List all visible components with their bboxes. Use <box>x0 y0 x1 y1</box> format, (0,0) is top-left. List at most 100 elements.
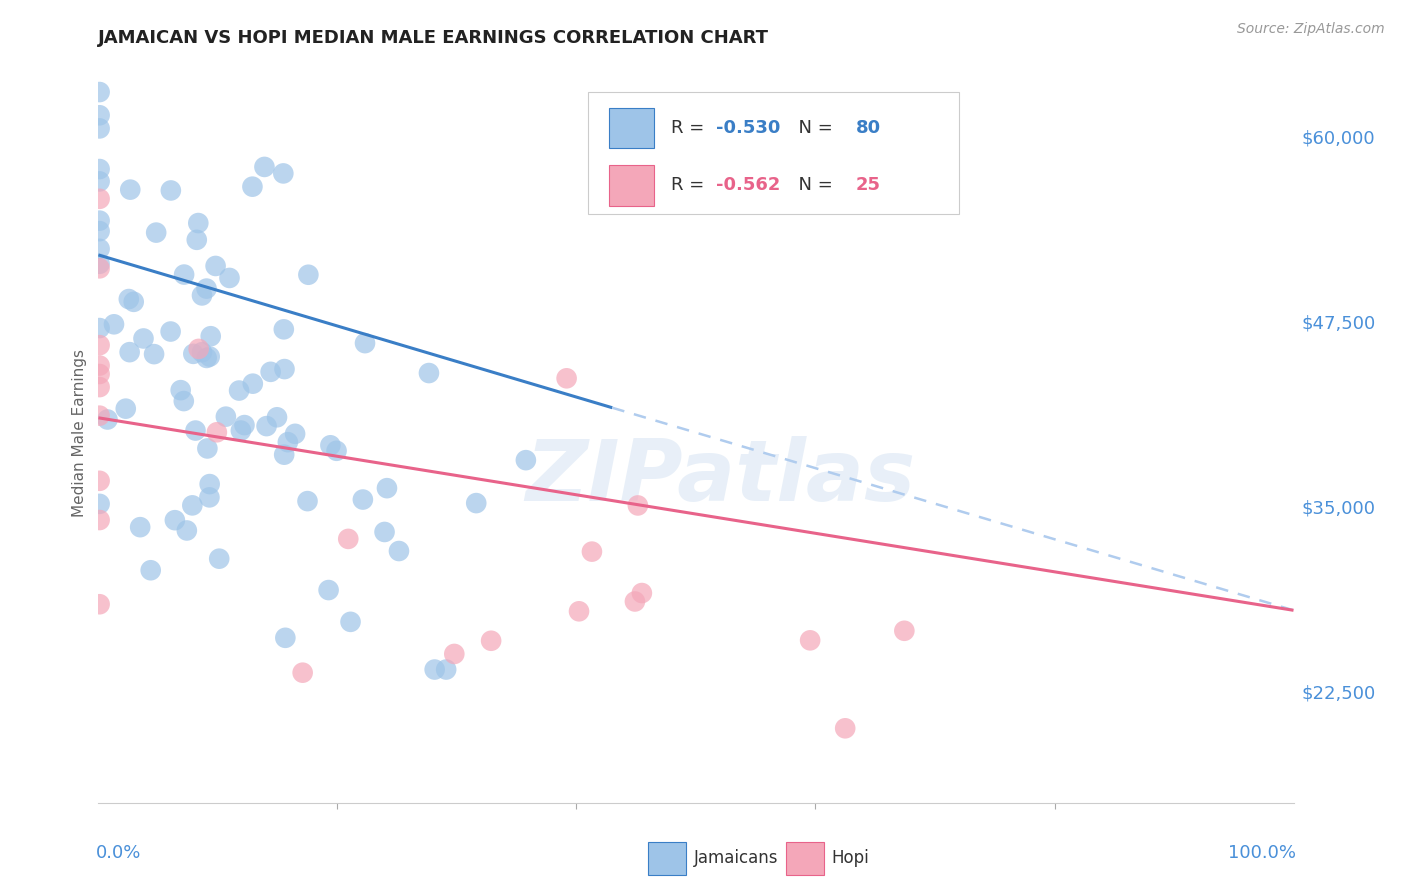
Point <box>184 424 207 438</box>
Point <box>186 233 208 247</box>
Point <box>159 325 181 339</box>
Point <box>89 192 111 206</box>
Point <box>103 318 125 332</box>
Point <box>89 242 111 256</box>
Point <box>627 499 650 513</box>
Point <box>176 524 198 538</box>
Point <box>89 513 111 527</box>
Point <box>834 721 856 735</box>
Point <box>284 426 307 441</box>
Point <box>229 424 252 438</box>
Point <box>253 160 276 174</box>
Point <box>89 321 111 335</box>
Text: Source: ZipAtlas.com: Source: ZipAtlas.com <box>1237 22 1385 37</box>
Point <box>198 350 221 364</box>
Point <box>198 491 221 505</box>
Point <box>89 261 111 276</box>
Point <box>297 494 319 508</box>
Point <box>291 665 314 680</box>
Point <box>89 474 111 488</box>
Point <box>418 366 440 380</box>
Point <box>465 496 488 510</box>
Point <box>160 184 183 198</box>
Text: N =: N = <box>787 119 838 136</box>
Point <box>163 513 186 527</box>
Point <box>183 347 205 361</box>
Point <box>120 183 142 197</box>
Point <box>259 365 281 379</box>
Point <box>215 409 238 424</box>
Point <box>423 663 446 677</box>
Point <box>170 383 193 397</box>
Point <box>89 108 111 122</box>
Point <box>89 162 111 177</box>
Point <box>218 271 240 285</box>
Point <box>273 322 295 336</box>
Point <box>374 524 396 539</box>
Text: ZIPatlas: ZIPatlas <box>524 435 915 518</box>
Point <box>191 345 214 359</box>
Point <box>297 268 319 282</box>
Point <box>129 520 152 534</box>
Bar <box>648 842 686 875</box>
Y-axis label: Median Male Earnings: Median Male Earnings <box>72 349 87 516</box>
Text: R =: R = <box>671 177 710 194</box>
Point <box>354 336 377 351</box>
Point <box>89 338 111 352</box>
Point <box>515 453 537 467</box>
Text: 0.0%: 0.0% <box>96 844 142 862</box>
Point <box>195 442 218 456</box>
Point <box>145 226 167 240</box>
Point <box>96 412 118 426</box>
Point <box>893 624 915 638</box>
FancyBboxPatch shape <box>589 92 959 214</box>
Point <box>388 544 411 558</box>
Point <box>118 292 141 306</box>
Point <box>266 410 288 425</box>
Point <box>89 174 111 188</box>
Text: 80: 80 <box>856 119 882 136</box>
Point <box>273 362 295 376</box>
Point <box>274 631 297 645</box>
Point <box>339 615 361 629</box>
Point <box>89 121 111 136</box>
Point <box>624 594 647 608</box>
Text: JAMAICAN VS HOPI MEDIAN MALE EARNINGS CORRELATION CHART: JAMAICAN VS HOPI MEDIAN MALE EARNINGS CO… <box>98 29 769 47</box>
Point <box>118 345 141 359</box>
Point <box>114 401 136 416</box>
Point <box>89 224 111 238</box>
Point <box>325 443 347 458</box>
Point <box>799 633 821 648</box>
Point <box>139 563 162 577</box>
Point <box>200 329 222 343</box>
Text: 25: 25 <box>856 177 882 194</box>
Point <box>434 663 457 677</box>
Point <box>631 586 654 600</box>
Bar <box>609 165 654 206</box>
Point <box>205 425 228 440</box>
Point <box>581 544 603 558</box>
Point <box>143 347 166 361</box>
Point <box>204 259 226 273</box>
Text: R =: R = <box>671 119 710 136</box>
Point <box>173 268 195 282</box>
Point <box>89 380 111 394</box>
Point <box>89 213 111 227</box>
Point <box>555 371 578 385</box>
Point <box>89 409 111 423</box>
Point <box>198 477 221 491</box>
Point <box>132 331 155 345</box>
Point <box>479 633 502 648</box>
Point <box>256 419 278 434</box>
Point <box>242 376 264 391</box>
Point <box>187 342 209 356</box>
Text: -0.530: -0.530 <box>716 119 780 136</box>
Text: -0.562: -0.562 <box>716 177 780 194</box>
Point <box>233 418 256 433</box>
Point <box>375 481 398 495</box>
Point <box>273 166 295 180</box>
Point <box>352 492 374 507</box>
Point <box>277 435 299 450</box>
Point <box>318 582 340 597</box>
Point <box>191 288 214 302</box>
